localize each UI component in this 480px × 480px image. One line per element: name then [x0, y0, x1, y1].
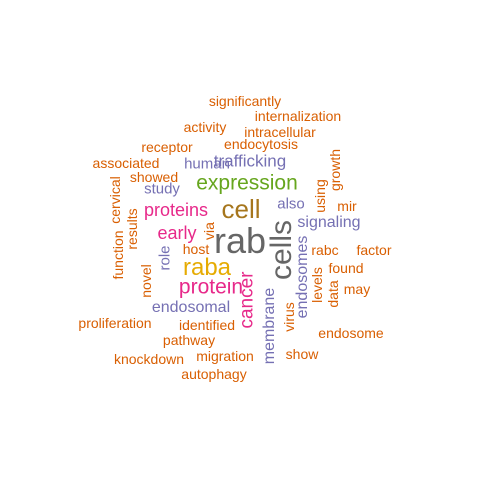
word-intracellular: intracellular — [244, 124, 316, 140]
word-raba: raba — [182, 254, 232, 281]
word-results: results — [124, 208, 140, 250]
word-levels: levels — [309, 267, 325, 303]
word-endosome: endosome — [318, 325, 384, 341]
word-human: human — [184, 155, 230, 173]
word-protein: protein — [178, 275, 244, 299]
word-rabc: rabc — [311, 242, 339, 258]
word-membrane: membrane — [261, 287, 278, 365]
word-mir: mir — [337, 198, 357, 214]
word-expression: expression — [196, 171, 298, 195]
word-cervical: cervical — [107, 176, 123, 224]
word-proteins: proteins — [143, 200, 209, 220]
word-pathway: pathway — [162, 332, 216, 348]
word-show: show — [285, 346, 319, 362]
word-virus: virus — [281, 302, 297, 332]
word-early: early — [157, 223, 197, 243]
word-significantly: significantly — [208, 93, 282, 109]
word-may: may — [343, 281, 371, 297]
word-endocytosis: endocytosis — [224, 136, 298, 152]
word-cancer: cancer — [236, 271, 258, 329]
word-cell: cell — [221, 194, 261, 224]
word-cells: cells — [265, 219, 298, 281]
word-role: role — [156, 245, 174, 271]
word-via: via — [201, 222, 217, 240]
word-trafficking: trafficking — [213, 151, 287, 171]
word-proliferation: proliferation — [78, 315, 152, 331]
word-study: study — [144, 180, 180, 198]
word-growth: growth — [327, 148, 343, 192]
word-endosomal: endosomal — [151, 299, 231, 316]
word-internalization: internalization — [254, 108, 342, 124]
word-identified: identified — [178, 317, 236, 333]
word-activity: activity — [183, 119, 227, 135]
word-showed: showed — [129, 169, 179, 185]
word-factor: factor — [356, 242, 392, 258]
word-novel: novel — [138, 264, 154, 298]
word-rab: rab — [213, 220, 267, 261]
word-knockdown: knockdown — [113, 351, 185, 367]
word-also: also — [277, 195, 305, 213]
word-receptor: receptor — [141, 139, 193, 155]
word-function: function — [110, 230, 126, 280]
word-using: using — [312, 179, 328, 213]
word-autophagy: autophagy — [181, 366, 247, 382]
word-signaling: signaling — [297, 214, 361, 231]
word-host: host — [182, 241, 210, 257]
word-associated: associated — [92, 155, 160, 171]
word-migration: migration — [196, 348, 254, 364]
word-found: found — [328, 260, 364, 276]
word-data: data — [325, 280, 341, 308]
